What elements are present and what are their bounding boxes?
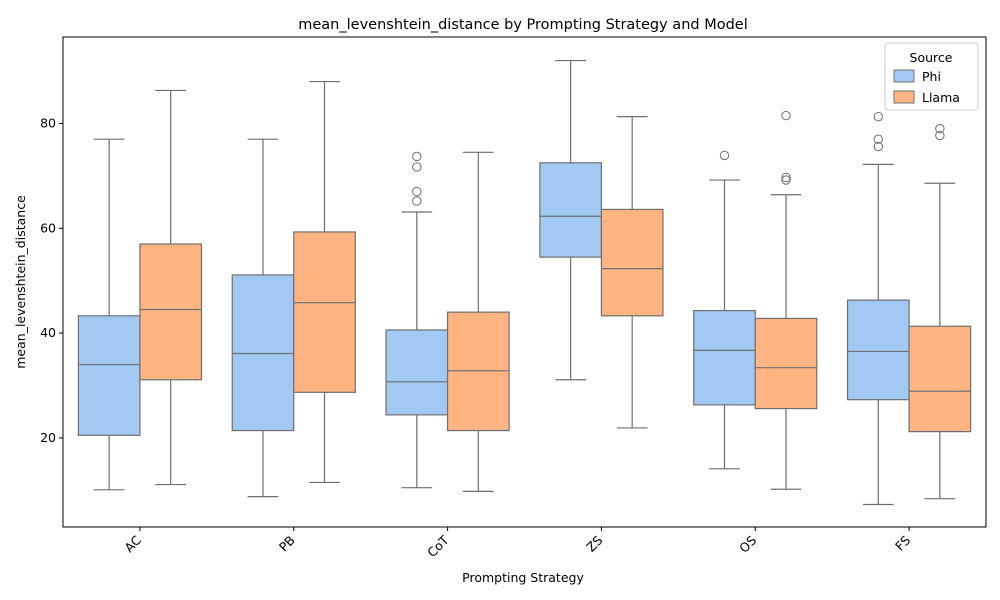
legend-title: Source	[910, 50, 953, 65]
legend-swatch-llama	[893, 90, 915, 104]
y-tick-label: 80	[40, 115, 56, 130]
box-iqr	[139, 243, 203, 381]
box-phi-ac	[77, 138, 141, 491]
legend-swatch-phi	[893, 69, 915, 83]
box-iqr	[754, 317, 818, 410]
box-iqr	[600, 208, 664, 317]
outlier-point	[412, 196, 422, 206]
box-iqr	[846, 299, 910, 401]
outlier-point	[873, 134, 884, 144]
box-iqr	[293, 231, 356, 393]
x-tick-label: PB	[276, 533, 298, 555]
outlier-point	[781, 110, 791, 121]
outlier-point	[935, 130, 945, 141]
box-iqr	[77, 315, 141, 436]
x-axis-label: Prompting Strategy	[462, 570, 584, 585]
x-tick-label: AC	[121, 532, 144, 555]
chart-title: mean_levenshtein_distance by Prompting S…	[298, 17, 748, 33]
box-iqr	[693, 309, 756, 406]
box-llama-os	[754, 110, 818, 490]
box-llama-ac	[139, 89, 203, 486]
legend-label-llama: Llama	[922, 90, 960, 105]
outlier-point	[935, 124, 945, 134]
box-phi-os	[693, 150, 756, 470]
box-iqr	[231, 274, 295, 432]
box-phi-fs	[846, 111, 910, 506]
y-tick-label: 40	[40, 325, 56, 340]
outlier-point	[781, 175, 791, 185]
legend-label-phi: Phi	[922, 69, 941, 84]
box-iqr	[908, 325, 972, 433]
y-tick-label: 20	[40, 430, 56, 445]
y-axis-label: mean_levenshtein_distance	[13, 195, 28, 369]
box-iqr	[539, 162, 603, 258]
x-tick-label: FS	[892, 532, 913, 553]
outlier-point	[873, 111, 884, 122]
outlier-point	[719, 150, 730, 161]
box-llama-fs	[908, 124, 972, 500]
x-tick-label: OS	[736, 532, 759, 555]
outlier-point	[412, 151, 422, 162]
legend: Source Phi Llama	[884, 42, 979, 111]
outlier-point	[781, 172, 791, 183]
box-phi-pb	[231, 138, 295, 498]
plot-area: 20 40 60 80 AC PB CoT ZS OS FS	[40, 36, 987, 560]
y-tick-label: 60	[40, 220, 56, 235]
box-llama-cot	[446, 151, 510, 492]
box-llama-pb	[293, 80, 356, 484]
outlier-point	[412, 162, 422, 172]
outlier-point	[412, 186, 422, 197]
box-iqr	[385, 329, 449, 416]
plot-frame	[62, 36, 987, 528]
outlier-point	[873, 141, 884, 152]
box-llama-zs	[600, 116, 664, 429]
x-tick-label: ZS	[583, 532, 605, 554]
box-phi-zs	[539, 59, 603, 381]
box-phi-cot	[385, 151, 449, 489]
x-tick-label: CoT	[424, 532, 452, 560]
